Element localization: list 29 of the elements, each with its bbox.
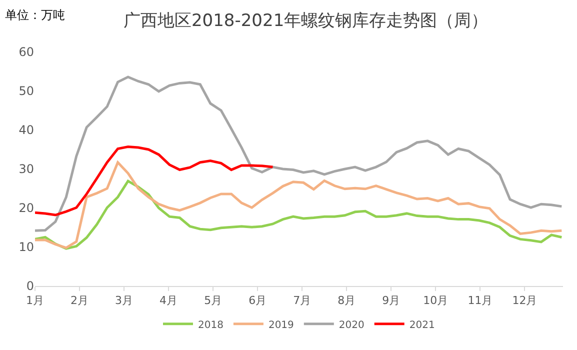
y-tick-label: 60 (18, 45, 34, 60)
y-tick-label: 30 (18, 162, 34, 176)
x-tick-label: 1月 (26, 294, 44, 308)
text: 单位：万吨 (5, 8, 65, 22)
legend-label: 2020 (338, 320, 364, 331)
x-tick-label: 5月 (204, 294, 222, 308)
line-series (35, 161, 563, 250)
legend-label: 2019 (268, 320, 294, 331)
line-series (35, 76, 563, 232)
x-tick-label: 7月 (293, 294, 312, 308)
y-tick-label: 10 (18, 240, 34, 254)
x-tick-label: 4月 (160, 294, 178, 308)
x-tick-label: 10月 (423, 294, 448, 308)
line-series (35, 180, 563, 250)
x-tick-label: 2月 (70, 294, 89, 308)
legend-label: 2018 (198, 320, 224, 331)
x-tick-label: 12月 (512, 294, 538, 308)
x-tick-label: 8月 (338, 294, 356, 308)
y-tick-label: 50 (18, 84, 34, 98)
y-tick-label: 40 (18, 123, 34, 138)
x-tick-label: 11月 (468, 294, 493, 308)
line-series (35, 146, 274, 216)
x-tick-label: 3月 (115, 294, 134, 308)
x-tick-label: 6月 (248, 294, 267, 308)
chart-title: 广西地区2018-2021年螺纹钢库存走势图（周） (123, 10, 488, 31)
y-tick-label: 0 (26, 279, 34, 294)
x-tick-label: 9月 (382, 294, 400, 308)
y-tick-label: 20 (18, 201, 34, 216)
legend-label: 2021 (409, 320, 435, 331)
